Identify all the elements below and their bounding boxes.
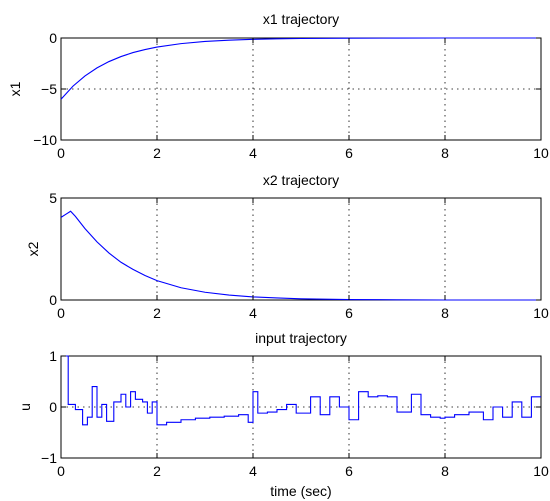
x-tick-label-x1-0: 0 bbox=[57, 145, 65, 161]
plot-area-x2 bbox=[60, 197, 542, 301]
panel-input: 0 2 4 6 8 10 −101 input trajectory u time (se… bbox=[17, 330, 549, 499]
x-tick-label-x1-5: 10 bbox=[533, 145, 549, 161]
x-ticks-x2: 0 2 4 6 8 10 bbox=[57, 198, 549, 321]
x-tick-label-x1-3: 6 bbox=[345, 145, 353, 161]
x-tick-label-x1-2: 4 bbox=[249, 145, 257, 161]
x-tick-label-input-3: 6 bbox=[345, 463, 353, 479]
chart-title-input: input trajectory bbox=[255, 330, 347, 346]
y-ticks-x1: −10 −5 0 bbox=[33, 30, 541, 148]
gridlines-x2 bbox=[156, 198, 446, 300]
x-tick-label-x2-0: 0 bbox=[57, 305, 65, 321]
x-tick-label-input-5: 10 bbox=[533, 463, 549, 479]
y-axis-label-input: u bbox=[17, 403, 33, 411]
x-tick-label-input-2: 4 bbox=[249, 463, 257, 479]
series-line-input-0 bbox=[61, 355, 541, 426]
y-tick-label-input-0: −1 bbox=[41, 450, 57, 466]
chart-title-x2: x2 trajectory bbox=[263, 172, 339, 188]
y-tick-label-x1-1: −5 bbox=[41, 81, 57, 97]
x-tick-label-x2-1: 2 bbox=[153, 305, 161, 321]
series-input bbox=[61, 355, 541, 426]
y-tick-label-x2-1: 5 bbox=[49, 190, 57, 206]
x-tick-label-input-4: 8 bbox=[441, 463, 449, 479]
x-tick-label-x2-5: 10 bbox=[533, 305, 549, 321]
x-tick-label-input-1: 2 bbox=[153, 463, 161, 479]
series-line-x1-0 bbox=[60, 37, 541, 100]
chart-title-x1: x1 trajectory bbox=[263, 11, 339, 27]
x-tick-label-x2-2: 4 bbox=[249, 305, 257, 321]
y-tick-label-x1-2: 0 bbox=[49, 30, 57, 46]
y-ticks-input: −1 0 1 bbox=[41, 348, 541, 466]
series-x2 bbox=[60, 210, 541, 301]
x-ticks-x1: 0 2 4 6 8 10 bbox=[57, 38, 549, 161]
x-tick-label-x1-1: 2 bbox=[153, 145, 161, 161]
x-axis-label-input: time (sec) bbox=[270, 483, 331, 499]
y-tick-label-input-2: 1 bbox=[49, 348, 57, 364]
x-ticks-input: 0 2 4 6 8 10 bbox=[57, 356, 549, 479]
plot-area-x1 bbox=[60, 37, 542, 141]
panel-x2: 0 2 4 6 8 10 05 x2 trajectory x2 bbox=[25, 172, 549, 321]
x-tick-label-x1-4: 8 bbox=[441, 145, 449, 161]
y-axis-label-x1: x1 bbox=[7, 81, 23, 96]
gridlines-x1 bbox=[61, 38, 541, 140]
y-tick-label-x2-0: 0 bbox=[49, 292, 57, 308]
x-tick-label-x2-4: 8 bbox=[441, 305, 449, 321]
y-tick-label-x1-0: −10 bbox=[33, 132, 57, 148]
panel-x1: 0 2 4 6 8 10 −10 −5 0 x1 trajectory x1 bbox=[7, 11, 549, 161]
series-x1 bbox=[60, 37, 541, 100]
y-ticks-x2: 05 bbox=[49, 190, 541, 308]
y-axis-label-x2: x2 bbox=[25, 241, 41, 256]
x-tick-label-input-0: 0 bbox=[57, 463, 65, 479]
x-tick-label-x2-3: 6 bbox=[345, 305, 353, 321]
series-line-x2-0 bbox=[60, 210, 541, 301]
y-tick-label-input-1: 0 bbox=[49, 399, 57, 415]
